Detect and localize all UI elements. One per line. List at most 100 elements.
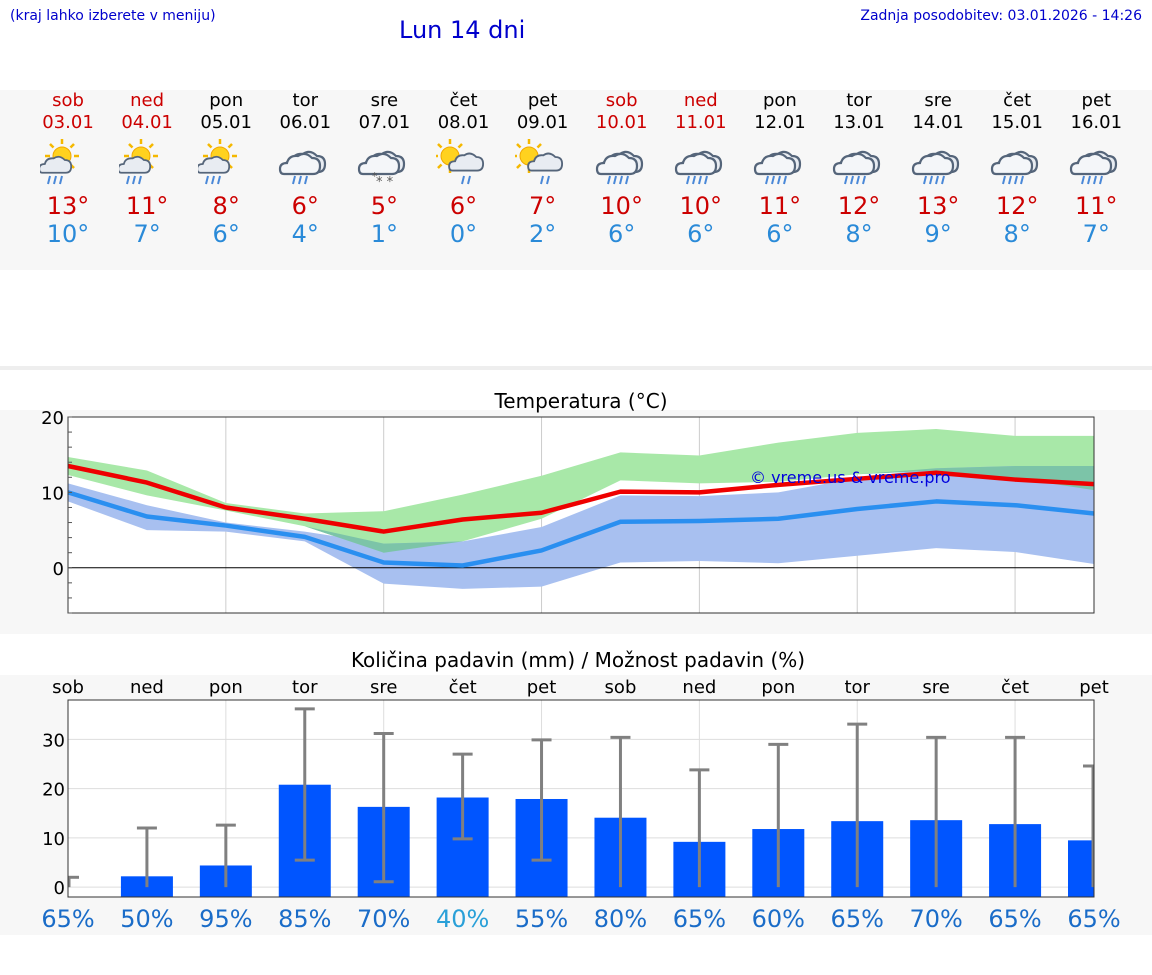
day-date: 06.01 [279,112,332,133]
min-temperature: 1° [370,220,399,248]
max-temperature: 12° [995,192,1039,220]
day-date: 13.01 [833,112,885,133]
day-column[interactable]: tor 13.01 12° 8° [819,90,899,248]
day-column[interactable]: ned 04.01 11° 7° [107,90,187,248]
plot-frame [67,699,1095,898]
max-temperature: 5° [370,192,399,220]
category-label: pet [1079,677,1109,698]
min-temperature: 6° [766,220,794,248]
precipitation-chance: 60% [752,905,805,933]
category-label: ned [682,677,716,698]
precipitation-chance: 65% [988,905,1041,933]
watermark: © vreme.us & vreme.pro [750,468,951,487]
precipitation-chance: 55% [515,905,568,933]
y-tick-label: 30 [42,730,65,751]
day-column[interactable]: sre 07.01 * * * 5° 1° [344,90,424,248]
day-column[interactable]: sob 03.01 13° 10° [28,90,108,248]
max-temperature: 11° [1075,192,1118,220]
min-temperature: 8° [845,220,873,248]
max-temperature: 13° [46,192,90,220]
day-name: tor [292,90,319,111]
day-name: čet [449,90,478,111]
svg-text:* *: * * [376,175,394,190]
category-label: pet [527,677,557,698]
precipitation-chance: 95% [199,905,252,933]
max-temperature: 6° [449,192,478,220]
day-name: ned [130,90,165,111]
precipitation-chart: Količina padavin (mm) / Možnost padavin … [41,648,1120,933]
day-date: 10.01 [595,112,648,133]
precipitation-chance: 65% [1067,905,1120,933]
min-temperature: 2° [528,220,557,248]
category-label: sre [922,677,949,698]
y-tick-label: 20 [42,780,65,801]
max-temperature: 7° [528,192,557,220]
max-temperature: 13° [916,192,960,220]
day-column[interactable]: pet 09.01 7° 2° [503,90,583,248]
y-tick-label: 10 [42,829,65,850]
sun-cloud-rain-icon [40,139,79,185]
min-temperature-range [68,466,1094,589]
category-label: sob [605,677,637,698]
cloud-heavy-rain-icon [911,150,960,185]
min-temperature: 4° [291,220,319,248]
precipitation-chart-title: Količina padavin (mm) / Možnost padavin … [351,648,805,672]
min-temperature: 9° [924,220,952,248]
precipitation-chance: 50% [120,905,173,933]
day-date: 12.01 [754,112,806,133]
day-column[interactable]: sob 10.01 10° 6° [582,90,662,248]
location-hint[interactable]: (kraj lahko izberete v meniju) [10,8,216,24]
max-temperature: 6° [291,192,319,220]
max-temperature: 10° [679,192,723,220]
category-label: pon [209,677,243,698]
cloud-heavy-rain-icon [832,150,881,185]
precipitation-bar [1068,840,1094,897]
min-temperature: 6° [608,220,636,248]
min-temperature: 8° [1003,220,1031,248]
plot-frame [67,416,1095,614]
svg-text:*: * [372,170,378,183]
sun-cloud-rain-icon [198,139,238,185]
y-tick-label: 20 [41,408,64,429]
min-temperature: 0° [449,220,478,248]
cloud-heavy-rain-icon [595,150,643,185]
day-name: tor [846,90,872,111]
category-label: tor [844,677,870,698]
cloud-heavy-rain-icon [674,150,722,185]
max-temperature: 11° [125,192,169,220]
precipitation-chance: 65% [41,905,94,933]
day-column[interactable]: pon 05.01 8° 6° [186,90,266,248]
day-column[interactable]: pet 16.01 11° 7° [1056,90,1136,248]
precipitation-chance: 65% [673,905,726,933]
day-date: 07.01 [358,112,411,133]
min-temperature: 7° [1082,220,1110,248]
min-temperature: 6° [687,220,715,248]
day-date: 05.01 [200,112,252,133]
day-date: 08.01 [437,112,490,133]
range-overlap [68,466,1094,553]
day-column[interactable]: sre 14.01 13° 9° [898,90,978,248]
category-label: tor [292,677,318,698]
day-column[interactable]: ned 11.01 10° 6° [661,90,741,248]
day-column[interactable]: pon 12.01 11° 6° [740,90,820,248]
max-temperature: 12° [837,192,881,220]
day-date: 03.01 [42,112,94,133]
day-column[interactable]: čet 08.01 6° 0° [424,90,504,248]
category-label: ned [130,677,164,698]
day-name: pon [209,90,244,111]
min-temperature: 7° [133,220,161,248]
sun-cloud-light-rain-icon [514,139,563,185]
day-column[interactable]: čet 15.01 12° 8° [977,90,1057,248]
category-label: sob [52,677,84,698]
day-name: sre [924,90,952,111]
y-tick-label: 10 [41,483,64,504]
last-updated: Zadnja posodobitev: 03.01.2026 - 14:26 [860,8,1142,24]
day-name: ned [683,90,718,111]
day-date: 11.01 [675,112,727,133]
category-label: čet [1001,677,1029,698]
precipitation-chance: 40% [436,905,489,933]
min-temperature-line [67,490,1095,568]
day-date: 04.01 [121,112,173,133]
day-date: 16.01 [1070,112,1123,133]
day-column[interactable]: tor 06.01 6° 4° [265,90,345,248]
